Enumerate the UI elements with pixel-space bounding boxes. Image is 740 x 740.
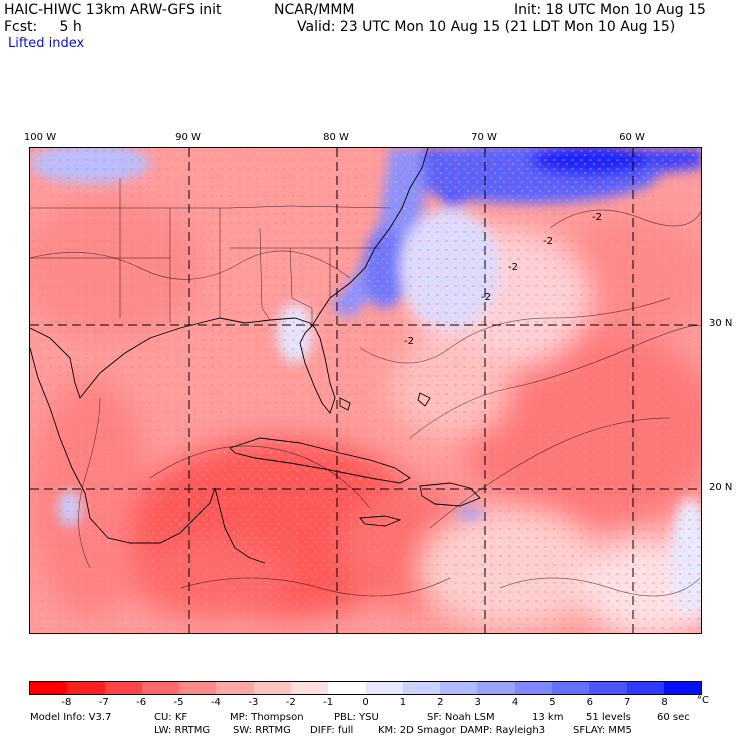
colorbar-tick-label: -7: [98, 697, 109, 708]
colorbar-swatch: [589, 682, 627, 694]
model-info-levels: 51 levels: [586, 712, 631, 723]
colorbar-tick-label: 8: [661, 697, 668, 708]
colorbar-swatch: [141, 682, 180, 694]
model-info-timestep: 60 sec: [657, 712, 690, 723]
colorbar-swatch: [663, 682, 702, 694]
contour-label: -2: [404, 336, 414, 347]
lifted-index-map: -2 -2 -2 -2 -2: [29, 147, 702, 634]
colorbar-tick-label: 5: [549, 697, 556, 708]
colorbar-tick-label: 3: [474, 697, 481, 708]
colorbar-swatch: [290, 682, 329, 694]
colorbar-swatch: [253, 682, 291, 694]
colorbar-swatch: [30, 682, 68, 694]
valid-time: Valid: 23 UTC Mon 10 Aug 15 (21 LDT Mon …: [297, 19, 676, 35]
colorbar-tick-label: 2: [437, 697, 444, 708]
model-title: HAIC-HIWC 13km ARW-GFS init: [4, 2, 222, 18]
colorbar-tick-label: 4: [511, 697, 519, 708]
colorbar-tick-label: 6: [586, 697, 594, 708]
colorbar-tick-label: -6: [136, 697, 147, 708]
model-info-lw: LW: RRTMG: [154, 725, 211, 736]
colorbar-tick-label: -3: [248, 697, 259, 708]
model-info-cu: CU: KF: [154, 712, 188, 723]
colorbar-swatch: [67, 682, 105, 694]
state-borders: [30, 178, 391, 326]
lat-label-20n: 20 N: [709, 482, 733, 493]
contour-label: -2: [508, 262, 518, 273]
colorbar-swatch: [104, 682, 142, 694]
colorbar-swatch: [514, 682, 552, 694]
lon-label-80w: 80 W: [323, 132, 349, 143]
lon-label-90w: 90 W: [175, 132, 201, 143]
model-info-1: Model Info: V3.7: [30, 712, 112, 723]
colorbar-swatch: [477, 682, 515, 694]
colorbar-tick-label: 1: [399, 697, 407, 708]
model-info-km: KM: 2D Smagor: [378, 725, 456, 736]
contour-label: -2: [592, 212, 602, 223]
colorbar-tick-label: 7: [624, 697, 631, 708]
model-info-diff: DIFF: full: [310, 725, 354, 736]
map-canvas: -2 -2 -2 -2 -2: [30, 148, 701, 633]
model-info-sflay: SFLAY: MM5: [573, 725, 632, 736]
colorbar-unit: °C: [697, 695, 709, 706]
model-info-sf: SF: Noah LSM: [427, 712, 495, 723]
colorbar-tick-label: -5: [173, 697, 184, 708]
colorbar-tick-label: -1: [323, 697, 334, 708]
colorbar-swatch: [328, 682, 366, 694]
graticule: [30, 148, 701, 633]
colorbar-tick-label: -8: [61, 697, 72, 708]
model-info-mp: MP: Thompson: [230, 712, 304, 723]
colorbar-tick-label: -2: [285, 697, 296, 708]
colorbar-tick-label: -4: [210, 697, 221, 708]
contour-value-labels: -2 -2 -2 -2 -2: [404, 212, 602, 347]
colorbar-swatch: [402, 682, 441, 694]
colorbar-swatch: [179, 682, 217, 694]
field-texture: [30, 148, 701, 633]
colorbar-swatch: [365, 682, 403, 694]
colorbar-tick-label: 0: [362, 697, 369, 708]
model-info-sw: SW: RRTMG: [233, 725, 291, 736]
colorbar-swatch: [440, 682, 478, 694]
model-info-damp: DAMP: Rayleigh3: [460, 725, 546, 736]
colorbar-swatch: [216, 682, 254, 694]
colorbar-swatch: [626, 682, 664, 694]
model-info-res: 13 km: [532, 712, 564, 723]
init-time: Init: 18 UTC Mon 10 Aug 15: [514, 2, 706, 18]
contour-label: -2: [543, 236, 553, 247]
lon-label-70w: 70 W: [471, 132, 497, 143]
colorbar-swatch: [551, 682, 590, 694]
forecast-hour: Fcst: 5 h: [4, 19, 82, 35]
model-info-pbl: PBL: YSU: [334, 712, 379, 723]
colorbar: [29, 681, 702, 695]
contour-label: -2: [481, 292, 491, 303]
lon-label-60w: 60 W: [619, 132, 645, 143]
field-name: Lifted index: [8, 36, 85, 51]
lat-label-30n: 30 N: [709, 318, 733, 329]
institution-label: NCAR/MMM: [274, 2, 355, 18]
contour-lines: [30, 209, 701, 597]
lon-label-100w: 100 W: [23, 132, 57, 143]
